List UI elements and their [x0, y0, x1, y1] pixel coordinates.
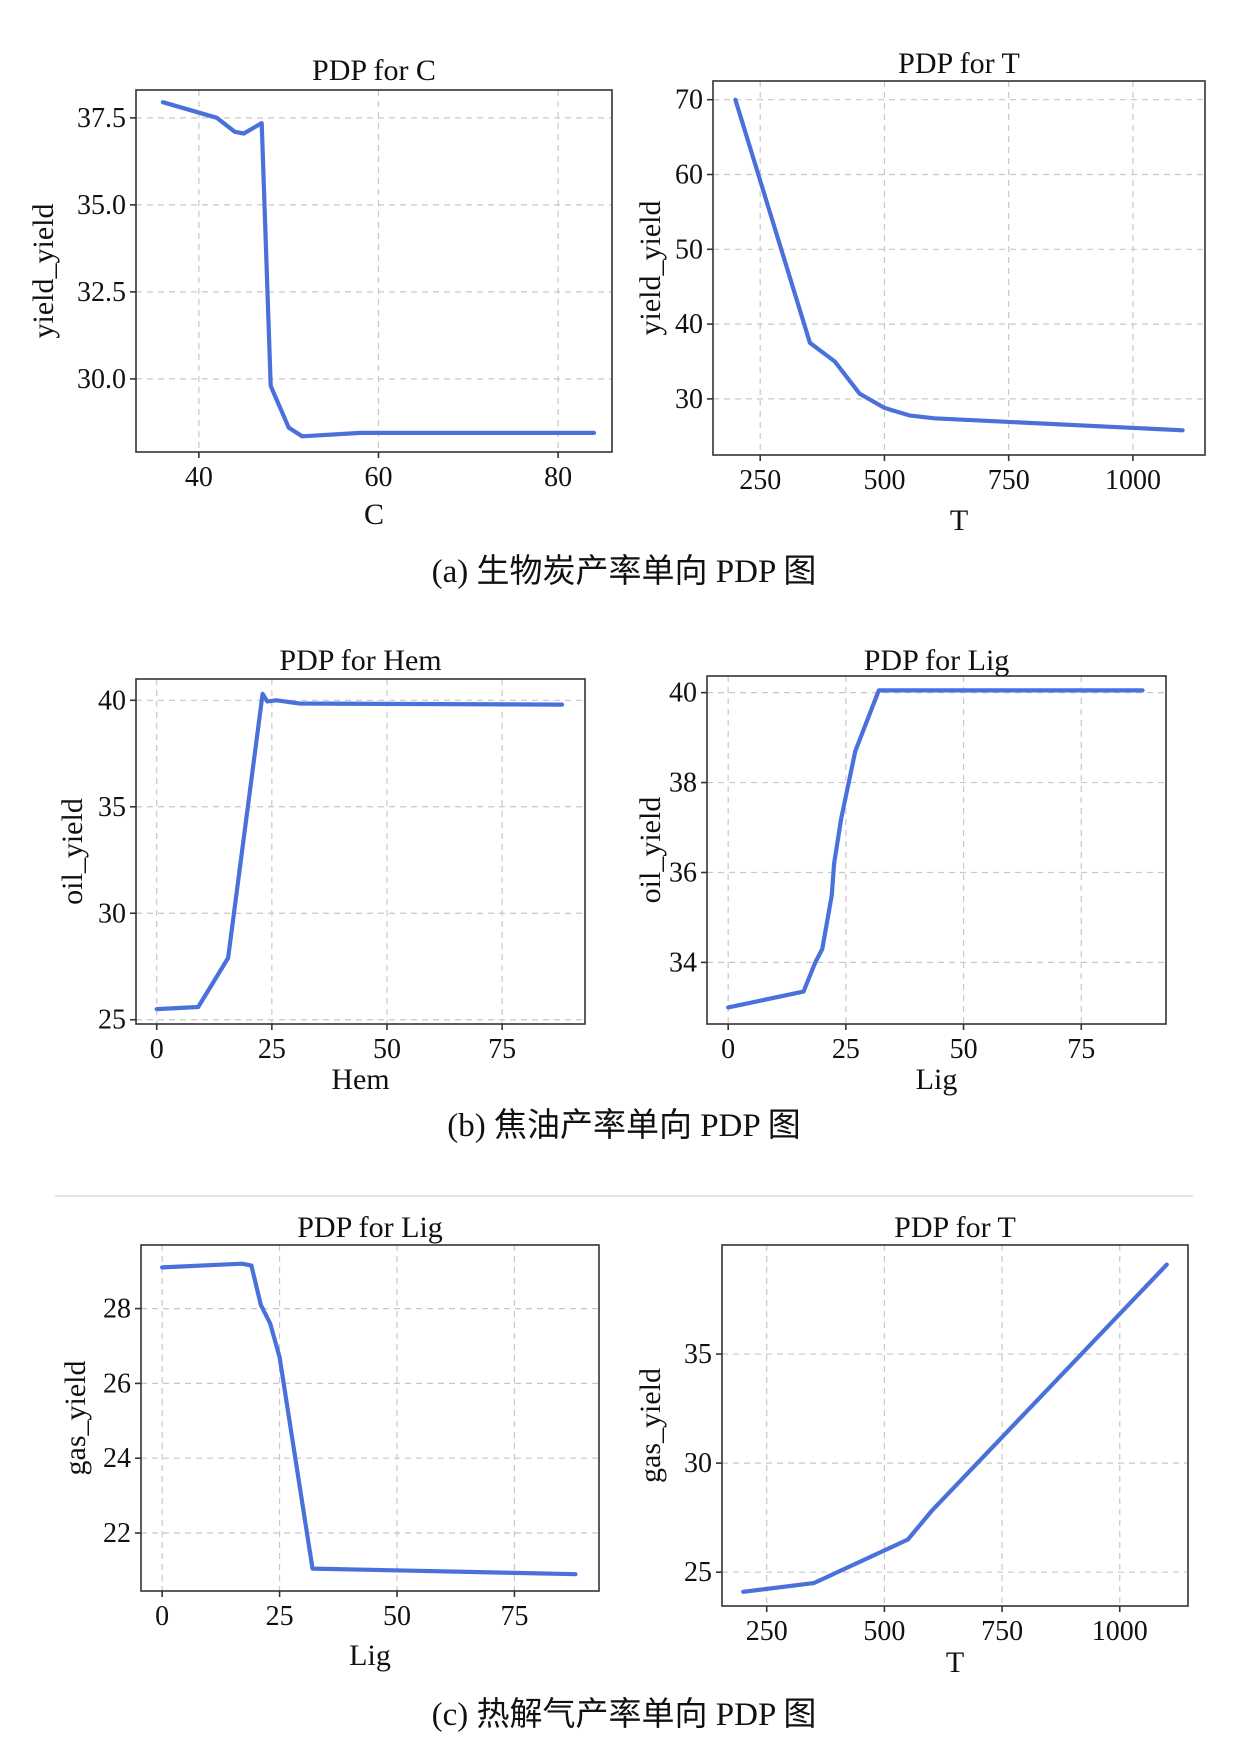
y-tick-label: 40 — [98, 685, 126, 716]
x-tick-label: 1000 — [1092, 1616, 1148, 1647]
x-tick-label: 0 — [150, 1034, 164, 1065]
x-axis-label: Lig — [349, 1639, 391, 1672]
x-axis-label: T — [950, 504, 968, 537]
chart-title: PDP for Lig — [864, 644, 1010, 677]
plot-frame — [721, 1244, 1189, 1607]
x-tick-label: 75 — [1067, 1034, 1095, 1065]
x-tick-label: 50 — [373, 1034, 401, 1065]
y-axis-label: gas_yield — [634, 1368, 667, 1483]
x-tick-label: 60 — [364, 462, 392, 493]
chart-title: PDP for C — [312, 54, 436, 87]
plot-frame — [135, 678, 586, 1025]
y-tick-label: 30.0 — [77, 364, 126, 395]
x-tick-label: 750 — [988, 465, 1030, 496]
x-tick-label: 500 — [863, 465, 905, 496]
chart-panel-2: 250 500 750 1000 30 40 50 60 70 PDP for T Tyield_y… — [634, 47, 1206, 537]
y-tick-label: 38 — [669, 768, 697, 799]
x-tick-label: 750 — [981, 1616, 1023, 1647]
pdp-series-line — [160, 1261, 578, 1577]
y-tick-label: 70 — [675, 85, 703, 116]
caption-c: (c) 热解气产率单向 PDP 图 — [432, 1696, 817, 1733]
x-tick-label: 25 — [258, 1034, 286, 1065]
pdp-series-line — [741, 1262, 1169, 1594]
x-tick-label: 1000 — [1105, 465, 1161, 496]
x-tick-label: 0 — [721, 1034, 735, 1065]
y-tick-label: 26 — [103, 1368, 131, 1399]
y-axis-label: oil_yield — [56, 798, 89, 905]
chart-panel-1: 40 60 80 30.0 32.5 35.0 37.5 PDP for C Cyield_yi… — [27, 54, 613, 531]
y-tick-label: 32.5 — [77, 277, 126, 308]
x-axis-label: Hem — [331, 1063, 389, 1096]
pdp-series-line — [726, 688, 1145, 1010]
y-tick-label: 50 — [675, 234, 703, 265]
x-axis-label: C — [364, 498, 384, 531]
chart-panel-3: 0 25 50 75 25 30 35 40 PDP for Hem Hem oil_yield — [56, 644, 586, 1096]
y-axis-label: yield_yield — [634, 201, 667, 336]
pdp-series-line — [733, 97, 1185, 433]
x-tick-label: 250 — [746, 1616, 788, 1647]
x-tick-label: 500 — [863, 1616, 905, 1647]
y-tick-label: 36 — [669, 857, 697, 888]
y-tick-label: 40 — [669, 678, 697, 709]
chart-panel-5: 0 25 50 75 22 24 26 28 PDP for Lig Lig gas_yield — [59, 1211, 600, 1672]
y-tick-label: 30 — [684, 1448, 712, 1479]
y-tick-label: 35.0 — [77, 190, 126, 221]
plot-frame — [135, 89, 613, 453]
x-tick-label: 25 — [832, 1034, 860, 1065]
x-tick-label: 50 — [383, 1601, 411, 1632]
y-tick-label: 37.5 — [77, 103, 126, 134]
y-tick-label: 25 — [684, 1557, 712, 1588]
y-axis-label: oil_yield — [634, 797, 667, 904]
y-axis-label: yield_yield — [27, 204, 60, 339]
plot-frame — [712, 80, 1206, 456]
y-tick-label: 25 — [98, 1005, 126, 1036]
y-tick-label: 30 — [675, 384, 703, 415]
y-tick-label: 40 — [675, 309, 703, 340]
x-tick-label: 0 — [155, 1601, 169, 1632]
x-tick-label: 75 — [488, 1034, 516, 1065]
y-tick-label: 35 — [98, 792, 126, 823]
chart-title: PDP for T — [898, 47, 1020, 80]
caption-a: (a) 生物炭产率单向 PDP 图 — [432, 553, 817, 590]
y-tick-label: 30 — [98, 898, 126, 929]
x-tick-label: 250 — [739, 465, 781, 496]
x-axis-label: Lig — [916, 1063, 958, 1096]
y-tick-label: 34 — [669, 947, 697, 978]
x-tick-label: 75 — [500, 1601, 528, 1632]
chart-title: PDP for Lig — [297, 1211, 443, 1244]
y-tick-label: 24 — [103, 1443, 131, 1474]
y-tick-label: 28 — [103, 1294, 131, 1325]
x-tick-label: 25 — [266, 1601, 294, 1632]
plot-frame — [140, 1244, 600, 1592]
y-axis-label: gas_yield — [59, 1361, 92, 1476]
y-tick-label: 60 — [675, 160, 703, 191]
x-axis-label: T — [946, 1646, 964, 1679]
chart-panel-4: 0 25 50 75 34 36 38 40 PDP for Lig Lig oil_yield — [634, 644, 1167, 1096]
x-tick-label: 50 — [950, 1034, 978, 1065]
x-tick-label: 40 — [185, 462, 213, 493]
pdp-series-line — [160, 100, 597, 439]
pdp-series-line — [154, 691, 565, 1012]
chart-title: PDP for Hem — [279, 644, 441, 677]
y-tick-label: 22 — [103, 1518, 131, 1549]
caption-b: (b) 焦油产率单向 PDP 图 — [447, 1107, 801, 1144]
chart-title: PDP for T — [894, 1211, 1016, 1244]
y-tick-label: 35 — [684, 1339, 712, 1370]
plot-frame — [706, 675, 1167, 1025]
x-tick-label: 80 — [544, 462, 572, 493]
